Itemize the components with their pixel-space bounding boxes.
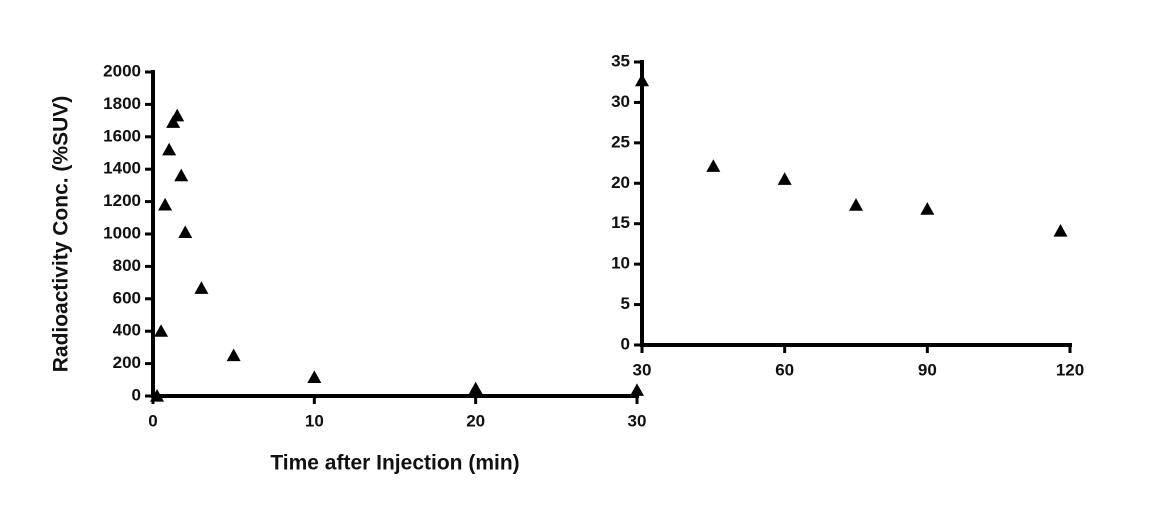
data-point — [194, 281, 209, 294]
data-point — [468, 381, 483, 395]
data-point — [162, 142, 177, 156]
data-point — [635, 73, 649, 87]
data-point — [158, 197, 173, 211]
y-tick-label: 10 — [611, 254, 630, 273]
y-tick-label: 2000 — [103, 61, 141, 80]
x-tick-label: 30 — [633, 360, 652, 379]
data-point — [706, 159, 721, 172]
data-point — [1053, 223, 1068, 237]
x-tick-label: 30 — [628, 411, 647, 430]
x-tick-label: 120 — [1056, 360, 1084, 379]
data-point — [307, 370, 322, 383]
y-tick-label: 25 — [611, 132, 630, 151]
y-tick-label: 5 — [621, 294, 630, 313]
data-point — [170, 108, 185, 122]
x-tick-label: 20 — [466, 411, 485, 430]
y-tick-label: 0 — [132, 385, 141, 404]
y-tick-label: 1000 — [103, 223, 141, 242]
y-tick-label: 800 — [113, 256, 141, 275]
data-point — [174, 168, 189, 182]
y-tick-label: 400 — [113, 321, 141, 340]
y-tick-label: 1600 — [103, 126, 141, 145]
y-tick-label: 35 — [611, 51, 630, 70]
y-tick-label: 200 — [113, 353, 141, 372]
data-point — [226, 348, 241, 362]
x-tick-label: 0 — [148, 411, 157, 430]
data-point — [154, 324, 169, 337]
y-tick-label: 0 — [621, 334, 630, 353]
x-tick-label: 90 — [918, 360, 937, 379]
x-axis-title: Time after Injection (min) — [270, 452, 519, 475]
y-tick-label: 1200 — [103, 191, 141, 210]
y-tick-label: 15 — [611, 213, 630, 232]
data-point — [920, 202, 935, 215]
y-tick-label: 20 — [611, 173, 630, 192]
data-point — [849, 198, 863, 211]
y-axis-title: Radioactivity Conc. (%SUV) — [50, 96, 73, 373]
x-tick-label: 10 — [305, 411, 324, 430]
x-tick-label: 60 — [775, 360, 794, 379]
data-point — [630, 383, 644, 396]
y-tick-label: 1400 — [103, 159, 141, 178]
y-tick-label: 600 — [113, 288, 141, 307]
data-point — [178, 225, 193, 238]
data-point — [150, 389, 165, 402]
data-point — [166, 115, 181, 128]
y-tick-label: 1800 — [103, 94, 141, 113]
y-tick-label: 30 — [611, 92, 630, 111]
data-point — [777, 172, 792, 185]
